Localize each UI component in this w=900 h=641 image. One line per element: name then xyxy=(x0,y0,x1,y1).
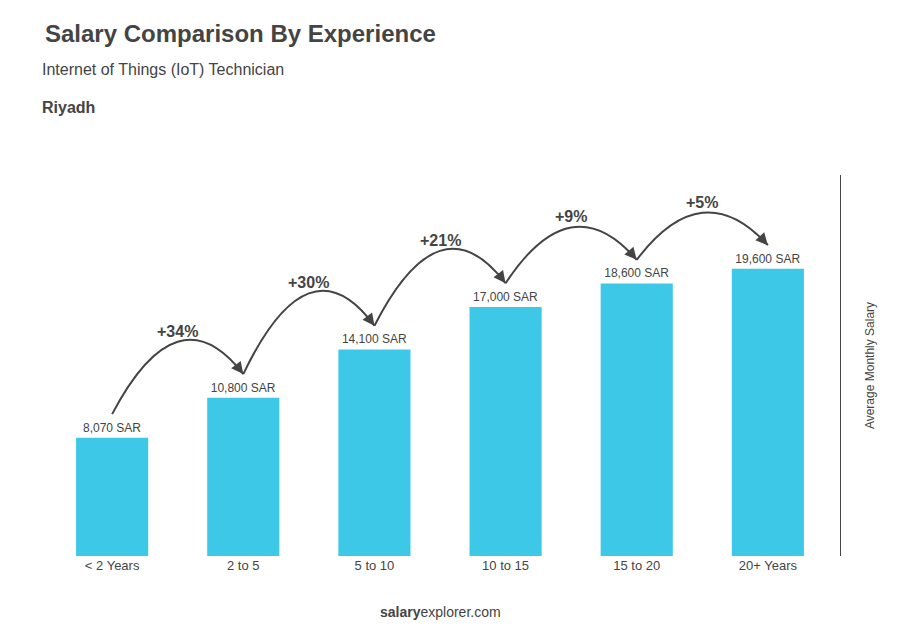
svg-text:Average Monthly Salary: Average Monthly Salary xyxy=(863,302,877,429)
svg-text:14,100 SAR: 14,100 SAR xyxy=(342,332,407,346)
svg-text:5 to 10: 5 to 10 xyxy=(355,558,395,573)
svg-text:+34%: +34% xyxy=(157,323,198,340)
svg-text:+21%: +21% xyxy=(420,232,461,249)
svg-text:20+ Years: 20+ Years xyxy=(739,558,798,573)
svg-text:19,600 SAR: 19,600 SAR xyxy=(735,252,800,266)
svg-text:salaryexplorer.com: salaryexplorer.com xyxy=(380,604,501,620)
svg-text:Internet of Things (IoT) Techn: Internet of Things (IoT) Technician xyxy=(42,61,284,78)
svg-text:8,070 SAR: 8,070 SAR xyxy=(83,421,141,435)
svg-text:10,800 SAR: 10,800 SAR xyxy=(211,381,276,395)
svg-text:+30%: +30% xyxy=(288,274,329,291)
svg-text:< 2 Years: < 2 Years xyxy=(85,558,140,573)
svg-text:+5%: +5% xyxy=(686,194,718,211)
svg-text:Riyadh: Riyadh xyxy=(42,99,95,116)
svg-text:18,600 SAR: 18,600 SAR xyxy=(604,266,669,280)
svg-text:15 to 20: 15 to 20 xyxy=(613,558,660,573)
svg-text:Salary Comparison By Experienc: Salary Comparison By Experience xyxy=(45,20,436,47)
svg-text:10 to 15: 10 to 15 xyxy=(482,558,529,573)
svg-text:2 to 5: 2 to 5 xyxy=(227,558,260,573)
svg-text:+9%: +9% xyxy=(555,208,587,225)
svg-text:17,000 SAR: 17,000 SAR xyxy=(473,290,538,304)
